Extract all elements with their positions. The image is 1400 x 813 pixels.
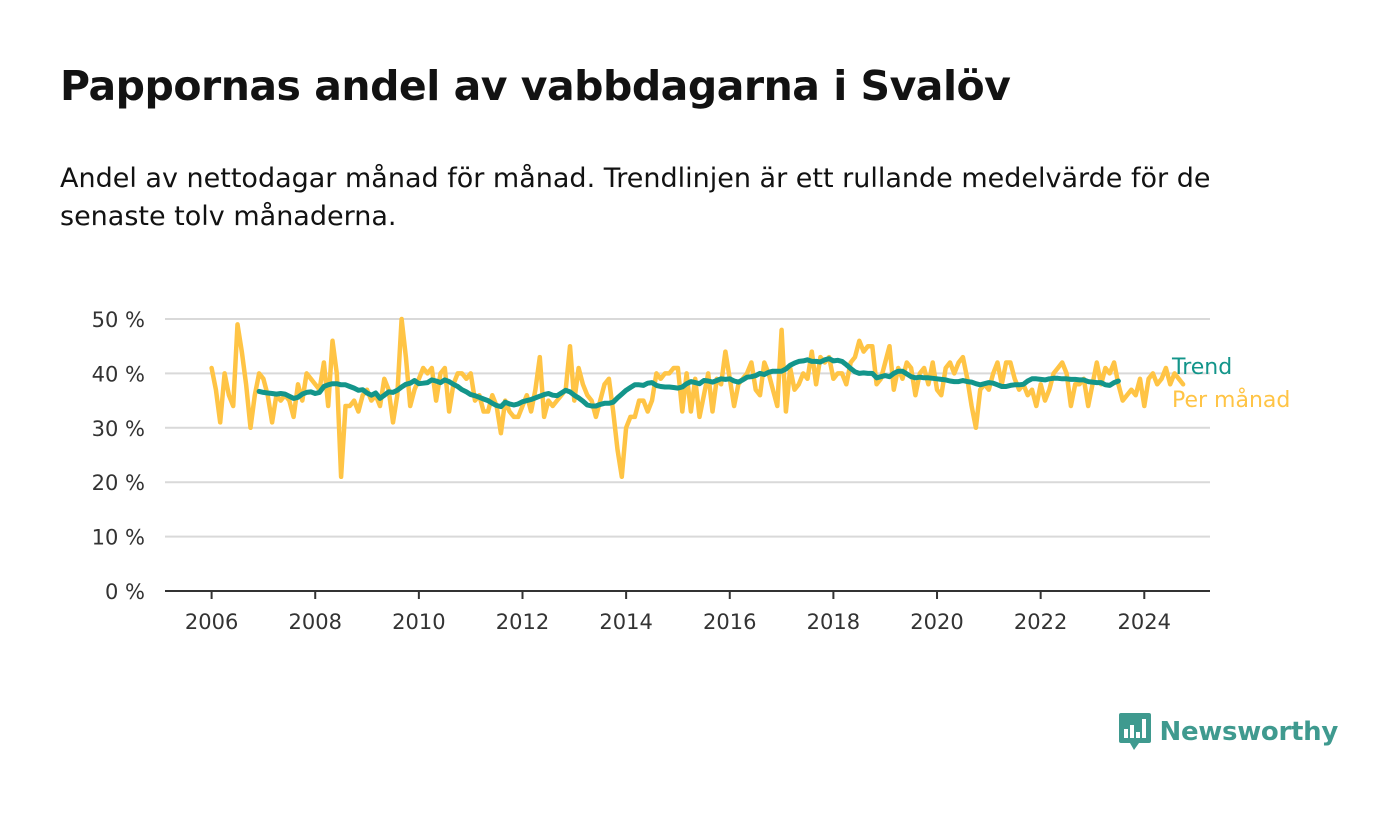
series-lines — [209, 316, 1186, 480]
x-tick-label: 2020 — [910, 610, 963, 634]
newsworthy-logo: Newsworthy — [1118, 712, 1338, 752]
y-tick-label: 20 % — [92, 471, 145, 495]
x-axis-tick-labels: 2006 2008 2010 2012 2014 2016 2018 2020 2022 2024 — [185, 591, 1171, 634]
monthly-line — [209, 316, 1186, 480]
x-tick-label: 2018 — [807, 610, 860, 634]
y-tick-label: 50 % — [92, 308, 145, 332]
x-tick-label: 2014 — [599, 610, 652, 634]
x-tick-label: 2024 — [1118, 610, 1171, 634]
y-tick-label: 0 % — [105, 580, 145, 604]
x-tick-label: 2012 — [496, 610, 549, 634]
brand-name: Newsworthy — [1159, 717, 1339, 747]
grid-lines — [165, 318, 1210, 538]
monthly-label: Per månad — [1172, 387, 1290, 413]
chart-title: Pappornas andel av vabbdagarna i Svalöv — [60, 62, 1011, 110]
chart-subtitle: Andel av nettodagar månad för månad. Tre… — [60, 163, 1211, 232]
trend-line — [256, 356, 1121, 410]
series-end-labels: Per månad Trend — [1171, 355, 1290, 413]
y-tick-label: 10 % — [92, 526, 145, 550]
x-tick-label: 2006 — [185, 610, 238, 634]
x-tick-label: 2008 — [289, 610, 342, 634]
trend-label: Trend — [1171, 355, 1232, 380]
y-axis-tick-labels: 0 % 10 % 20 % 30 % 40 % 50 % — [92, 308, 145, 604]
y-tick-label: 30 % — [92, 417, 145, 441]
bar-chart-bubble-icon — [1118, 713, 1151, 750]
y-tick-label: 40 % — [92, 362, 145, 386]
x-tick-label: 2010 — [392, 610, 445, 634]
x-tick-label: 2016 — [703, 610, 756, 634]
x-tick-label: 2022 — [1014, 610, 1067, 634]
